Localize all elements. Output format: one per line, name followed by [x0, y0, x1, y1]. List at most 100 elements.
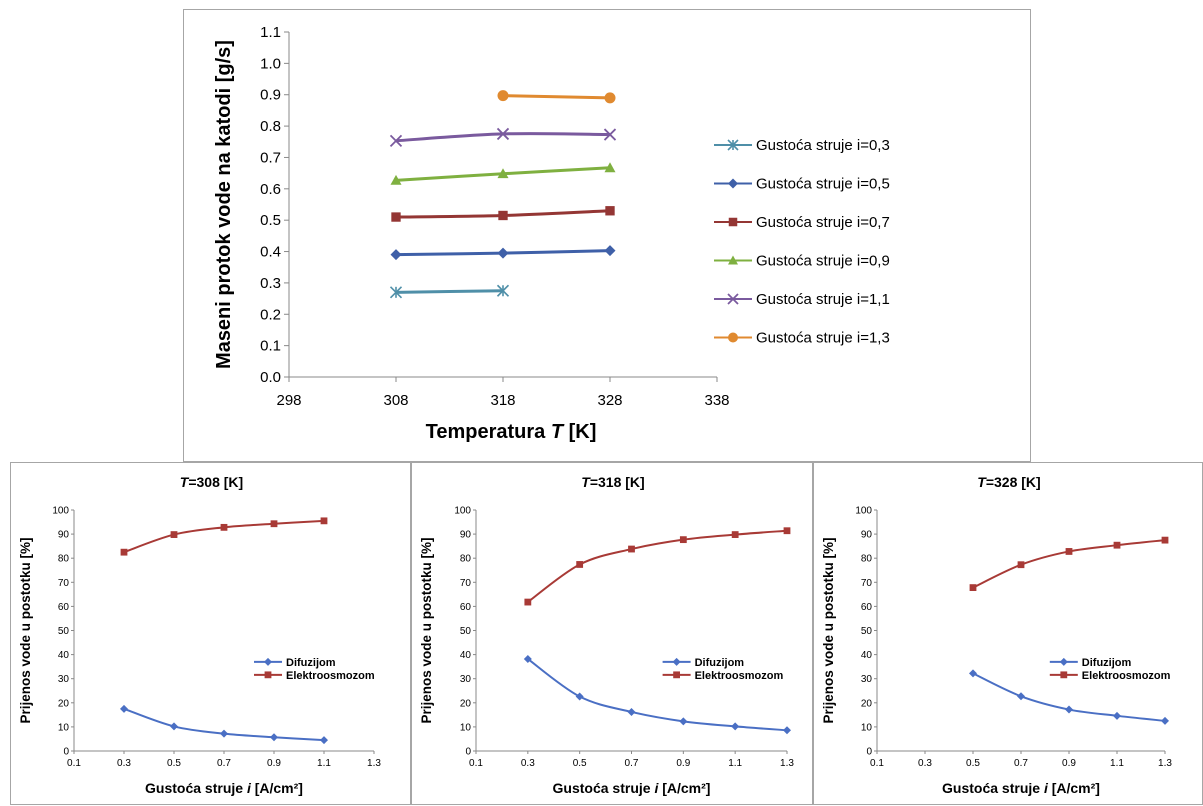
legend-label: Gustoća struje i=0,9	[756, 253, 890, 270]
y-tick-label: 1.0	[260, 55, 281, 72]
legend-label: Gustoća struje i=0,7	[756, 214, 890, 231]
legend-label: Gustoća struje i=1,3	[756, 330, 890, 347]
legend-label: Elektroosmozom	[1082, 670, 1171, 682]
data-point	[390, 174, 402, 185]
x-axis-label: Gustoća struje i [A/cm²]	[553, 780, 711, 796]
x-axis-label: Gustoća struje i [A/cm²]	[942, 780, 1100, 796]
data-point	[270, 520, 278, 528]
data-point	[170, 531, 178, 538]
y-tick-label: 80	[861, 554, 873, 565]
x-tick-label: 1.1	[728, 758, 742, 769]
x-tick-label: 0.9	[1062, 758, 1076, 769]
y-tick-label: 0.9	[260, 87, 281, 104]
x-tick-label: 1.1	[317, 758, 331, 769]
legend-marker	[1059, 657, 1068, 666]
legend-label: Difuzijom	[1082, 657, 1132, 669]
y-tick-label: 1.1	[260, 24, 281, 41]
y-tick-label: 40	[460, 650, 472, 661]
data-point	[389, 286, 403, 299]
y-tick-label: 0.4	[260, 244, 281, 261]
x-tick-label: 0.7	[625, 758, 639, 769]
y-tick-label: 50	[861, 626, 873, 637]
y-tick-label: 0.8	[260, 118, 281, 135]
legend-label: Gustoća struje i=1,1	[756, 291, 890, 308]
data-point	[783, 527, 791, 535]
legend-label: Gustoća struje i=0,5	[756, 176, 890, 193]
legend-marker	[728, 332, 738, 343]
data-point	[628, 545, 635, 553]
x-tick-label: 0.1	[469, 758, 483, 769]
transfer-chart-328: T=328 [K] 0 10 20 30 40 50 60 70 80 90 100 0.1 0.3 0.5…	[821, 474, 1172, 796]
y-tick-label: 80	[58, 554, 70, 565]
x-tick-label: 1.3	[367, 758, 381, 769]
series-line	[502, 94, 611, 100]
x-axis-label: Gustoća struje i [A/cm²]	[145, 780, 303, 796]
y-axis-label: Prijenos vode u postotku [%]	[821, 537, 836, 723]
data-point	[576, 561, 584, 568]
y-tick-label: 0.6	[260, 181, 281, 198]
data-point	[969, 584, 977, 592]
data-point	[220, 523, 228, 531]
y-tick-label: 30	[861, 674, 873, 685]
x-axis-label: Temperatura T [K]	[426, 421, 597, 443]
legend-marker	[1060, 671, 1068, 679]
marker-stroke	[389, 134, 403, 147]
data-point	[1113, 541, 1121, 549]
x-tick-label: 0.3	[918, 758, 932, 769]
chart-panel-318: T=318 [K] 0 10 20 30 40 50 60 70 80 90 100 0.1 0.3 0.5…	[411, 462, 813, 805]
x-tick-label: 338	[704, 392, 729, 409]
x-tick-label: 0.3	[117, 758, 131, 769]
data-point	[679, 536, 687, 544]
legend-label: Difuzijom	[286, 657, 336, 669]
data-point	[604, 92, 616, 104]
x-tick-label: 0.1	[870, 758, 884, 769]
y-tick-label: 100	[454, 506, 471, 517]
chart-title: T=328 [K]	[977, 474, 1040, 490]
marker-stroke	[603, 128, 617, 141]
data-point	[320, 736, 328, 745]
x-tick-label: 0.7	[217, 758, 231, 769]
y-tick-label: 90	[58, 530, 70, 541]
data-point	[498, 210, 508, 221]
y-tick-label: 0	[866, 747, 872, 758]
x-tick-label: 0.5	[966, 758, 980, 769]
data-point	[120, 704, 128, 713]
y-tick-label: 0.7	[260, 149, 281, 166]
data-point	[605, 206, 615, 216]
x-tick-label: 1.1	[1110, 758, 1124, 769]
legend-marker	[264, 671, 272, 679]
y-tick-label: 10	[861, 722, 873, 733]
data-point	[320, 517, 328, 525]
x-tick-label: 318	[490, 392, 515, 409]
legend-label: Gustoća struje i=0,3	[756, 137, 890, 154]
flow-vs-temperature-chart: 0.0 0.1 0.2 0.3 0.4 0.5 0.6 0.7 0.8 0.9 1.0 1.1 298 3…	[213, 24, 890, 443]
transfer-chart-308: T=308 [K] 0 10 20 30 40 50 60 70 80 90 100 0.1 0.3 0.5…	[18, 474, 381, 796]
x-tick-label: 0.5	[167, 758, 181, 769]
x-tick-label: 0.9	[267, 758, 281, 769]
legend-label: Elektroosmozom	[695, 670, 784, 682]
transfer-chart-318: T=318 [K] 0 10 20 30 40 50 60 70 80 90 100 0.1 0.3 0.5…	[419, 474, 794, 796]
y-tick-label: 60	[861, 602, 873, 613]
x-tick-label: 0.5	[573, 758, 587, 769]
data-point	[604, 245, 616, 257]
legend-marker	[673, 671, 680, 679]
data-point	[969, 669, 977, 678]
y-tick-label: 50	[58, 626, 70, 637]
data-point	[627, 707, 636, 716]
legend-marker	[727, 139, 739, 151]
y-tick-label: 70	[58, 578, 70, 589]
data-point	[524, 598, 532, 606]
x-tick-label: 0.1	[67, 758, 81, 769]
y-tick-label: 80	[460, 554, 472, 565]
data-point	[497, 168, 509, 179]
y-tick-label: 20	[460, 698, 472, 709]
data-point	[575, 692, 584, 701]
y-tick-label: 90	[460, 530, 472, 541]
x-tick-label: 1.3	[1158, 758, 1172, 769]
y-axis-label: Prijenos vode u postotku [%]	[419, 537, 434, 723]
x-tick-label: 0.9	[676, 758, 690, 769]
y-tick-label: 50	[460, 626, 472, 637]
data-point	[220, 729, 228, 738]
x-tick-label: 298	[276, 392, 301, 409]
data-point	[679, 717, 688, 726]
